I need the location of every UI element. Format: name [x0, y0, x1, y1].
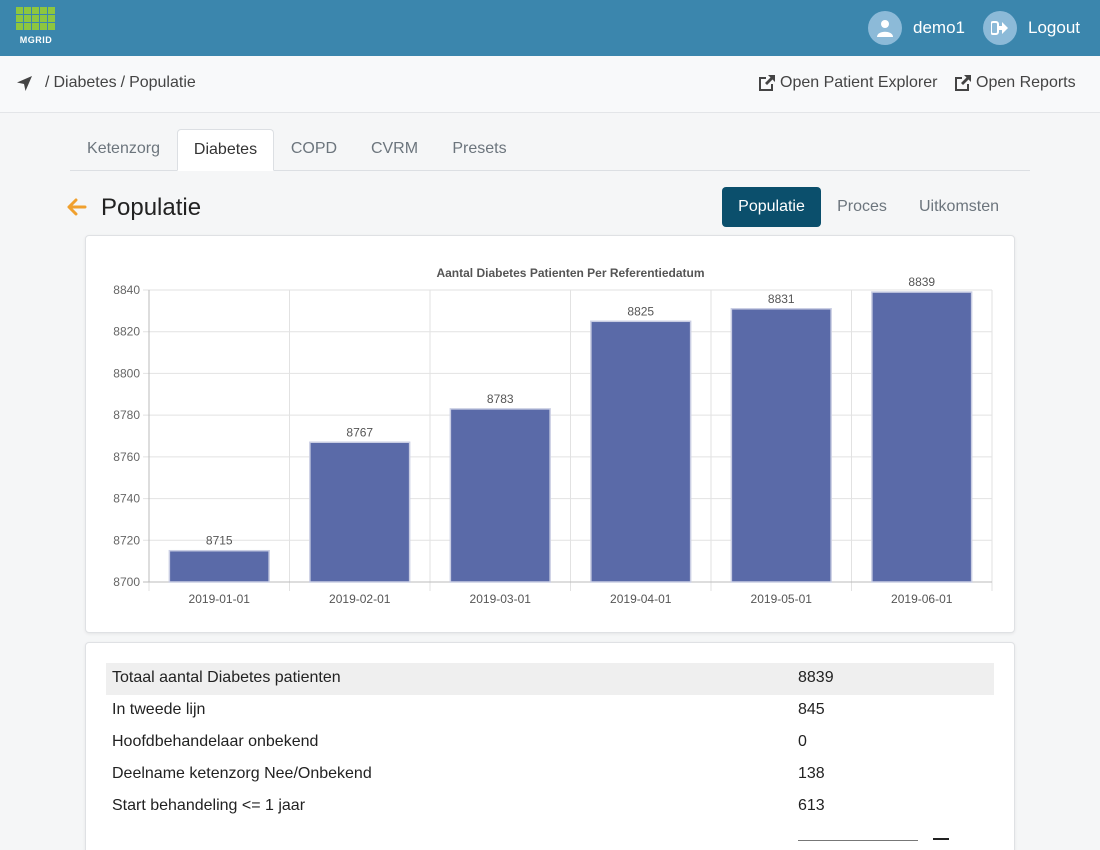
stat-label: Deelname ketenzorg Nee/Onbekend: [112, 765, 372, 782]
breadcrumb-item-populatie: Populatie: [129, 74, 196, 91]
bar-value-label: 8783: [487, 392, 514, 406]
chart-bar: [871, 291, 973, 583]
y-tick-label: 8780: [113, 408, 140, 422]
top-navbar: MGRID demo1 Logout: [0, 0, 1100, 56]
x-tick-label: 2019-04-01: [610, 592, 672, 606]
chart-bar: [590, 320, 692, 583]
external-link-icon: [955, 75, 971, 91]
breadcrumb-separator: /: [45, 74, 50, 91]
logout-icon: [983, 11, 1017, 45]
chart-card: Aantal Diabetes Patienten Per Referentie…: [85, 235, 1015, 633]
user-name: demo1: [913, 18, 965, 37]
mgrid-logo[interactable]: MGRID: [16, 7, 56, 49]
logout-label: Logout: [1028, 18, 1080, 37]
y-tick-label: 8840: [113, 283, 140, 297]
subtab-uitkomsten[interactable]: Uitkomsten: [918, 198, 1000, 215]
chart-bar: [309, 441, 411, 583]
breadcrumb-item-diabetes[interactable]: Diabetes: [53, 74, 117, 91]
minus-icon[interactable]: [933, 838, 949, 840]
back-arrow-icon[interactable]: [67, 198, 87, 216]
tab-presets[interactable]: Presets: [452, 140, 507, 157]
subtab-populatie[interactable]: Populatie: [722, 187, 821, 227]
bar-value-label: 8767: [346, 425, 373, 439]
stat-label: Hoofdbehandelaar onbekend: [112, 733, 319, 750]
x-tick-label: 2019-03-01: [470, 592, 532, 606]
y-tick-label: 8720: [113, 533, 140, 547]
chart-bar: [449, 408, 551, 583]
breadcrumb-separator: /: [120, 74, 126, 91]
x-tick-label: 2019-01-01: [189, 592, 251, 606]
breadcrumb-bar: / Diabetes / Populatie Open Patient Expl…: [0, 56, 1100, 113]
stat-label: Totaal aantal Diabetes patienten: [112, 669, 341, 686]
table-row: Totaal aantal Diabetes patienten 8839: [106, 663, 994, 695]
y-tick-label: 8700: [113, 575, 140, 589]
bar-chart: Aantal Diabetes Patienten Per Referentie…: [113, 266, 993, 606]
tab-diabetes[interactable]: Diabetes: [177, 129, 274, 171]
table-row: Deelname ketenzorg Nee/Onbekend 138: [106, 759, 994, 791]
stat-value: 8839: [798, 669, 834, 686]
tab-ketenzorg[interactable]: Ketenzorg: [87, 140, 160, 157]
bar-value-label: 8831: [768, 292, 795, 306]
tab-copd[interactable]: COPD: [290, 140, 338, 157]
x-tick-label: 2019-05-01: [751, 592, 813, 606]
user-icon: [868, 11, 902, 45]
location-arrow-icon[interactable]: [16, 75, 33, 92]
main-tabs: Ketenzorg Diabetes COPD CVRM Presets: [70, 129, 1030, 171]
user-menu[interactable]: demo1: [868, 11, 965, 45]
open-patient-explorer-link[interactable]: Open Patient Explorer: [758, 74, 937, 92]
y-tick-label: 8800: [113, 366, 140, 380]
bar-value-label: 8839: [908, 275, 935, 289]
y-tick-label: 8820: [113, 325, 140, 339]
bar-value-label: 8825: [627, 304, 654, 318]
stat-label: Start behandeling <= 1 jaar: [112, 797, 306, 814]
subtab-proces[interactable]: Proces: [837, 198, 887, 215]
page-title: Populatie: [101, 194, 202, 221]
bar-value-label: 8715: [206, 534, 233, 548]
stat-value: 0: [798, 733, 807, 750]
table-row: Hoofdbehandelaar onbekend 0: [106, 727, 994, 759]
y-tick-label: 8760: [113, 450, 140, 464]
logout-button[interactable]: Logout: [983, 11, 1080, 45]
table-row: Start behandeling <= 1 jaar 613: [106, 791, 994, 823]
open-reports-link[interactable]: Open Reports: [954, 74, 1076, 92]
x-tick-label: 2019-06-01: [891, 592, 953, 606]
stat-value: 845: [798, 701, 825, 718]
logo-grid-icon: [16, 7, 56, 30]
stat-label: In tweede lijn: [112, 701, 206, 718]
tab-cvrm[interactable]: CVRM: [370, 140, 419, 157]
scroll-indicator: [798, 840, 918, 841]
external-link-icon: [759, 75, 775, 91]
stat-value: 138: [798, 765, 825, 782]
open-patient-explorer-label: Open Patient Explorer: [780, 74, 938, 91]
breadcrumb: / Diabetes / Populatie: [16, 74, 196, 92]
table-row: In tweede lijn 845: [106, 695, 994, 727]
x-tick-label: 2019-02-01: [329, 592, 391, 606]
stats-table: Totaal aantal Diabetes patienten 8839 In t…: [85, 642, 1015, 850]
chart-title: Aantal Diabetes Patienten Per Referentie…: [436, 266, 704, 280]
stat-value: 613: [798, 797, 825, 814]
y-tick-label: 8740: [113, 492, 140, 506]
chart-bar: [168, 549, 270, 583]
chart-bar: [730, 308, 832, 583]
logo-text: MGRID: [19, 35, 53, 45]
open-reports-label: Open Reports: [976, 74, 1076, 91]
